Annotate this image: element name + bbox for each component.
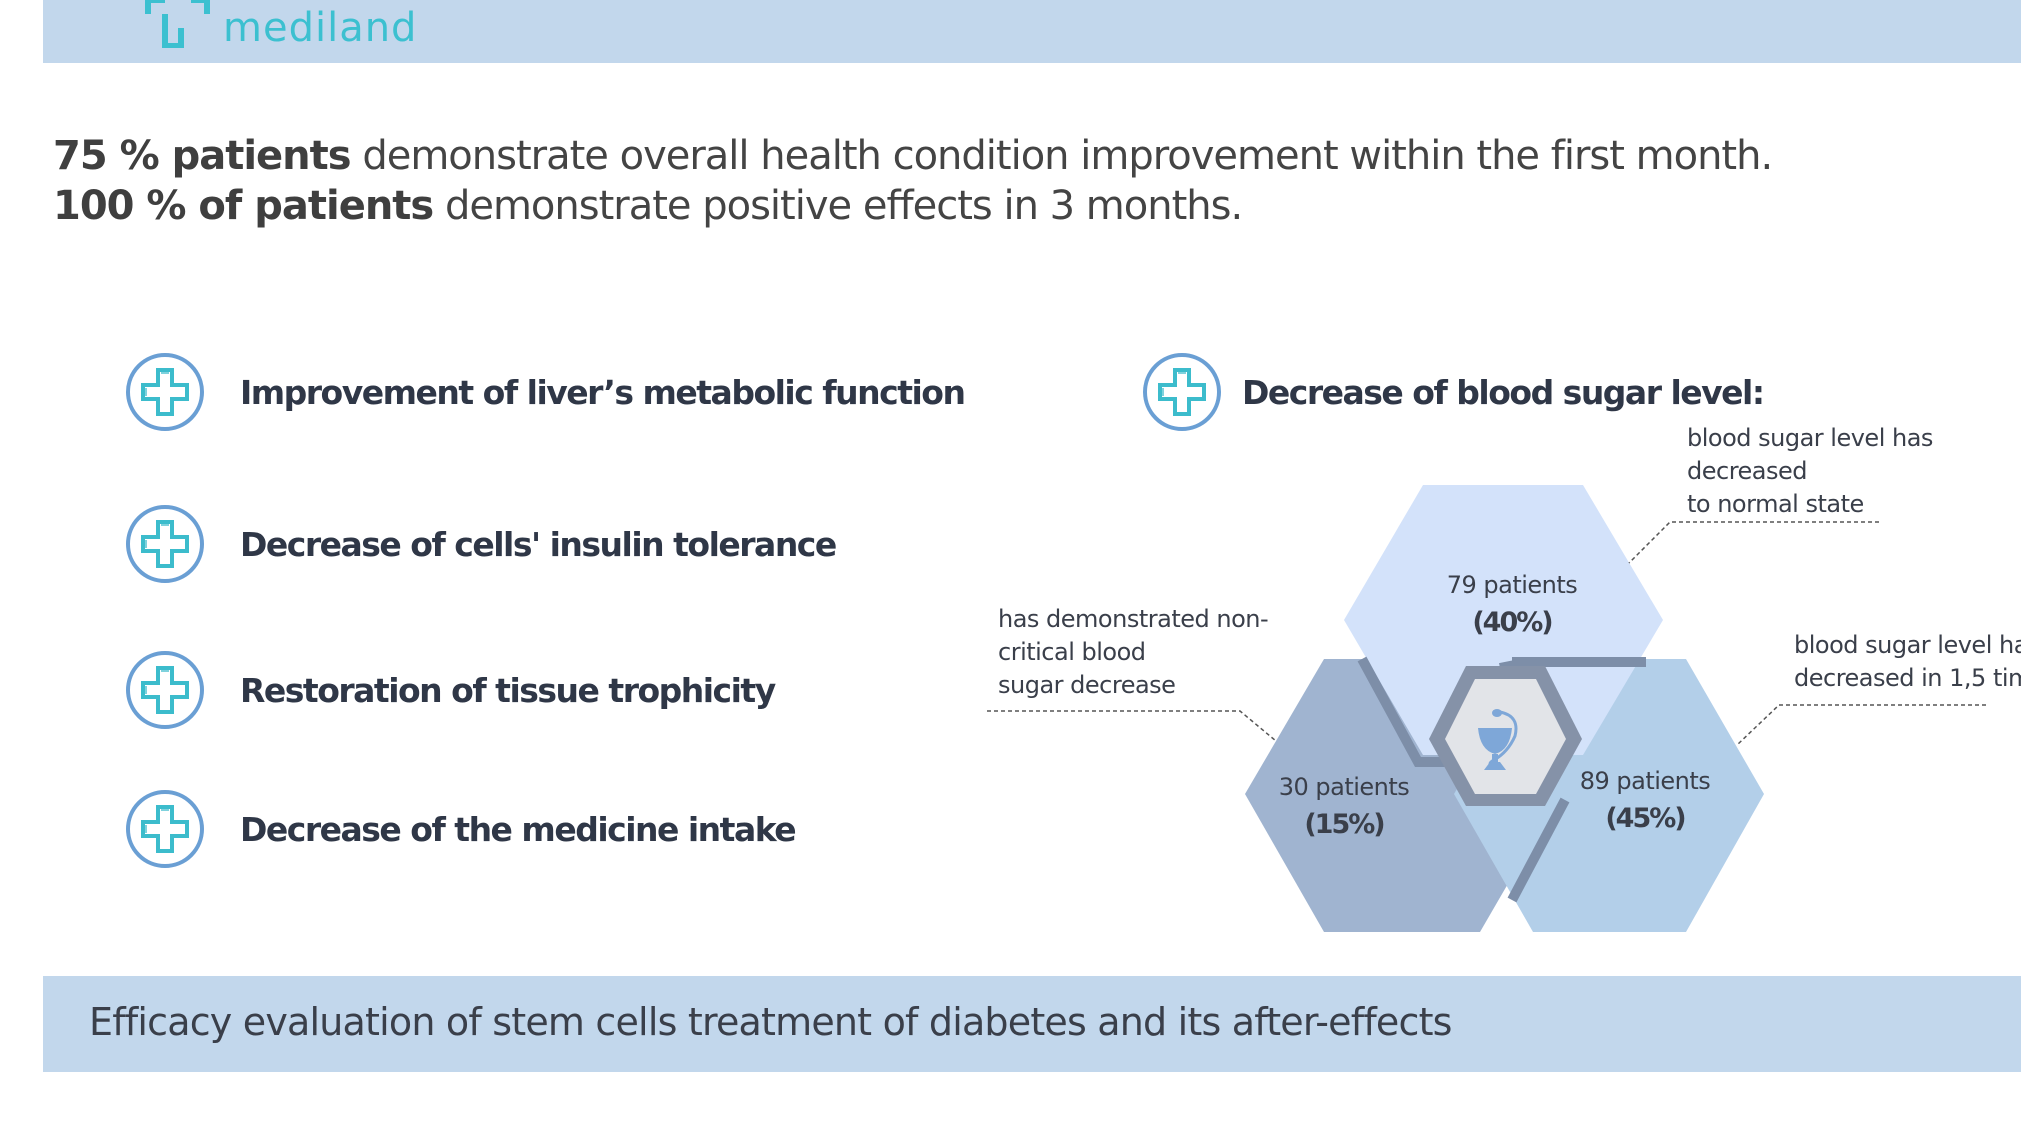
feature-label: Improvement of liver’s metabolic functio… [240, 372, 966, 412]
hexagon-40-percent [1344, 485, 1663, 755]
headline-text-1: demonstrate overall health condition imp… [362, 133, 1773, 179]
feature-item-insulin: Decrease of cells' insulin tolerance [125, 504, 837, 584]
feature-item-liver: Improvement of liver’s metabolic functio… [125, 352, 966, 432]
footer-title: Efficacy evaluation of stem cells treatm… [89, 1000, 1452, 1044]
hexagon-border [1507, 797, 1570, 903]
callout-line: decreased [1687, 457, 1808, 485]
callout-line: decreased in 1,5 times [1794, 664, 2021, 692]
callout-line: has demonstrated non- [998, 605, 1269, 633]
logo-text: mediland [223, 5, 418, 51]
patients-label-40: 79 patients (40%) [1412, 566, 1612, 642]
headline-stat-2: 100 % of patients [53, 183, 434, 229]
callout-line: to normal state [1687, 490, 1864, 518]
patients-percent: (15%) [1304, 809, 1385, 840]
bowl-of-hygieia-icon [1478, 709, 1518, 770]
header-band: mediland [43, 0, 2021, 63]
feature-label: Restoration of tissue trophicity [240, 670, 776, 710]
feature-label: Decrease of the medicine intake [240, 809, 797, 849]
hexagon-border [1357, 656, 1445, 767]
callout-normal-state: blood sugar level has decreased to norma… [1687, 422, 1933, 521]
feature-item-medicine: Decrease of the medicine intake [125, 789, 797, 869]
callout-line: blood sugar level has [1794, 631, 2021, 659]
patients-label-45: 89 patients (45%) [1545, 762, 1745, 838]
feature-label: Decrease of cells' insulin tolerance [240, 524, 837, 564]
feature-item-tissue: Restoration of tissue trophicity [125, 650, 776, 730]
headline-stat-1: 75 % patients [53, 133, 352, 179]
logo: mediland [143, 0, 417, 48]
callout-line-top [1628, 521, 1879, 564]
headline-line-2: 100 % of patients demonstrate positive e… [53, 183, 1243, 229]
footer-band: Efficacy evaluation of stem cells treatm… [43, 976, 2021, 1072]
callout-line: sugar decrease [998, 671, 1176, 699]
patients-percent: (40%) [1472, 607, 1553, 638]
callout-line-left [987, 710, 1277, 742]
blood-sugar-heading: Decrease of blood sugar level: [1142, 352, 1765, 432]
blood-sugar-title: Decrease of blood sugar level: [1242, 372, 1765, 412]
callout-line-right [1736, 704, 1986, 746]
patients-count: 89 patients [1579, 767, 1711, 795]
patients-count: 79 patients [1446, 571, 1578, 599]
patients-percent: (45%) [1605, 803, 1686, 834]
patients-count: 30 patients [1278, 773, 1410, 801]
headline-text-2: demonstrate positive effects in 3 months… [444, 183, 1243, 229]
callout-line: blood sugar level has [1687, 424, 1933, 452]
callout-1-5-times: blood sugar level has decreased in 1,5 t… [1794, 629, 2021, 695]
callout-non-critical: has demonstrated non- critical blood sug… [998, 603, 1269, 702]
callout-line: critical blood [998, 638, 1146, 666]
patients-label-15: 30 patients (15%) [1244, 768, 1444, 844]
headline-line-1: 75 % patients demonstrate overall health… [53, 133, 1773, 179]
logo-cross-icon [145, 0, 210, 48]
